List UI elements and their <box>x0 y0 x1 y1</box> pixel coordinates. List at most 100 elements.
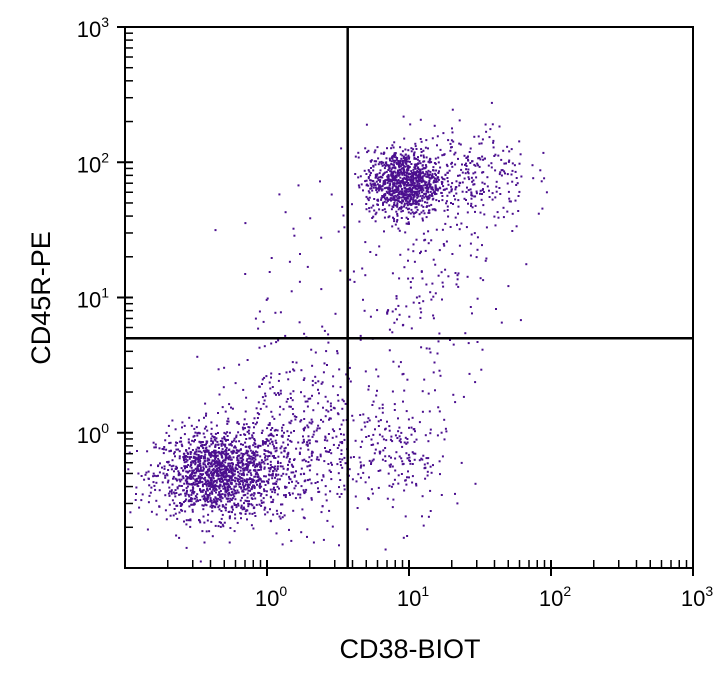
data-point <box>246 500 249 503</box>
data-point <box>388 349 391 352</box>
data-point <box>457 212 459 215</box>
data-point <box>421 390 424 393</box>
data-point <box>233 504 236 506</box>
data-point <box>401 445 404 448</box>
data-point <box>473 163 476 166</box>
data-point <box>487 164 490 167</box>
data-point <box>393 409 396 411</box>
data-point <box>204 476 207 479</box>
data-point <box>437 406 440 409</box>
data-point <box>458 142 461 145</box>
data-point <box>218 468 221 471</box>
data-point <box>249 481 252 484</box>
data-point <box>287 378 290 381</box>
data-point <box>227 462 230 465</box>
data-point <box>396 205 399 208</box>
data-point <box>391 272 394 275</box>
data-point <box>326 439 329 442</box>
data-point <box>170 468 173 471</box>
data-point <box>400 172 403 175</box>
data-point <box>358 220 361 223</box>
data-point <box>336 447 339 449</box>
data-point <box>403 174 406 176</box>
data-point <box>424 434 427 437</box>
data-point <box>416 169 419 172</box>
data-point <box>352 270 355 273</box>
data-point <box>241 426 244 429</box>
data-point <box>191 471 194 474</box>
data-point <box>490 166 493 169</box>
data-point <box>217 457 220 460</box>
data-point <box>193 502 196 505</box>
data-point <box>257 478 260 481</box>
data-point <box>485 130 488 133</box>
data-point <box>161 481 164 484</box>
data-point <box>197 454 200 456</box>
data-point <box>376 199 379 202</box>
data-point <box>506 173 509 176</box>
data-point <box>173 470 175 473</box>
data-point <box>190 498 192 501</box>
data-point <box>209 456 212 459</box>
data-point <box>155 481 158 484</box>
data-point <box>218 460 221 463</box>
axis-ticks <box>117 26 694 576</box>
data-point <box>421 180 424 183</box>
data-point <box>158 489 161 492</box>
data-point <box>292 390 295 393</box>
data-point <box>410 327 413 330</box>
data-point <box>224 454 227 457</box>
data-point <box>433 179 436 182</box>
data-point <box>252 451 255 454</box>
data-point <box>264 506 267 509</box>
data-point <box>173 492 176 495</box>
data-point <box>276 465 279 468</box>
data-point <box>266 455 269 458</box>
data-point <box>432 166 435 169</box>
data-point <box>331 436 334 439</box>
data-point <box>240 477 243 479</box>
data-point <box>492 139 495 142</box>
data-point <box>258 484 261 487</box>
data-point <box>454 492 456 495</box>
data-point <box>235 482 238 485</box>
data-point <box>400 167 403 170</box>
data-point <box>426 205 428 208</box>
data-point <box>197 480 200 483</box>
data-point <box>196 466 199 469</box>
data-point <box>203 455 205 458</box>
data-point <box>316 456 319 459</box>
data-point <box>290 440 293 443</box>
data-point <box>233 450 235 453</box>
data-point <box>411 475 414 478</box>
data-point <box>181 421 184 424</box>
data-point <box>324 395 327 398</box>
data-point <box>370 159 373 162</box>
data-point <box>417 177 420 180</box>
data-point <box>298 451 301 454</box>
data-point <box>532 177 535 180</box>
data-point <box>256 421 258 424</box>
data-point <box>427 392 430 395</box>
data-point <box>400 157 403 160</box>
data-point <box>392 166 395 169</box>
data-point <box>421 217 424 220</box>
data-point <box>328 418 330 421</box>
data-point <box>433 208 436 211</box>
data-point <box>397 169 399 172</box>
data-point <box>443 244 446 247</box>
data-point <box>397 189 400 192</box>
data-point <box>242 388 245 391</box>
data-point <box>406 476 408 479</box>
data-point <box>179 480 182 483</box>
data-point <box>288 405 291 408</box>
data-point <box>239 461 241 464</box>
data-point <box>382 161 385 164</box>
data-point <box>172 464 175 467</box>
data-point <box>259 468 262 471</box>
data-point <box>429 158 432 161</box>
data-point <box>508 197 511 200</box>
data-point <box>332 385 335 388</box>
data-point <box>388 157 391 160</box>
data-point <box>385 201 388 204</box>
